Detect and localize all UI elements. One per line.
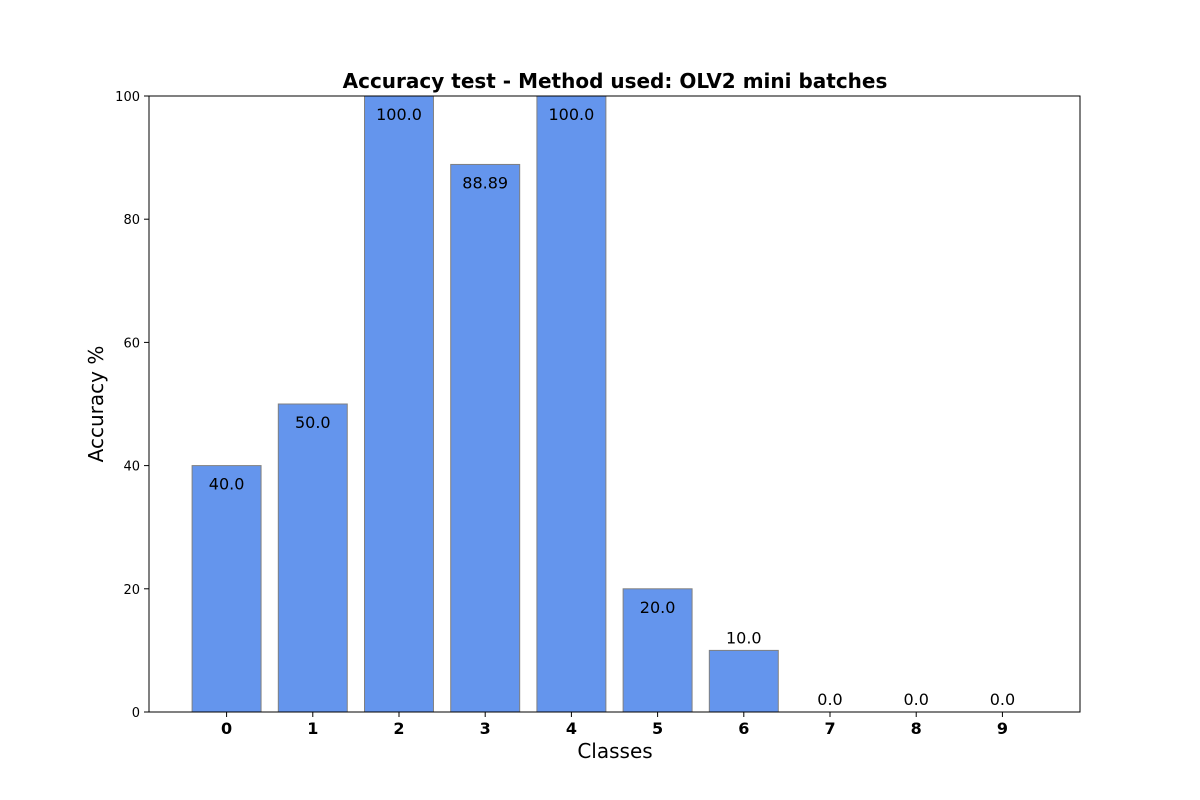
y-axis-label: Accuracy % xyxy=(84,346,108,463)
bar-value-label: 88.89 xyxy=(462,173,508,192)
plot-area-frame xyxy=(148,95,1081,713)
x-tick-label: 9 xyxy=(997,719,1008,738)
x-axis-label: Classes xyxy=(577,739,652,763)
x-tick-label: 0 xyxy=(221,719,232,738)
bar-class-6 xyxy=(708,649,779,713)
bar-class-4 xyxy=(536,95,607,713)
x-tick-label: 1 xyxy=(307,719,318,738)
x-tick-label: 4 xyxy=(566,719,577,738)
x-tick-label: 7 xyxy=(824,719,835,738)
bar-class-0 xyxy=(191,465,262,713)
bar-class-3 xyxy=(450,163,521,713)
y-tick-label: 100 xyxy=(115,90,140,105)
bar-labels-layer: 40.0 50.0 100.0 88.89 100.0 20.0 10.0 0.0 0.0 0.0 xyxy=(209,105,1015,709)
bar-class-2 xyxy=(364,95,434,713)
y-tick-label: 0 xyxy=(132,706,140,721)
bar-value-label: 40.0 xyxy=(209,475,245,494)
bar-class-5 xyxy=(622,588,693,713)
bar-value-label: 20.0 xyxy=(640,598,676,617)
bar-value-label: 100.0 xyxy=(548,105,594,124)
bar-value-label: 0.0 xyxy=(817,690,842,709)
x-tick-label: 2 xyxy=(393,719,404,738)
x-tick-label: 8 xyxy=(911,719,922,738)
bar-value-label: 50.0 xyxy=(295,413,331,432)
y-tick-label: 40 xyxy=(123,460,140,475)
bar-value-label: 10.0 xyxy=(726,628,762,647)
bar-class-1 xyxy=(277,403,348,713)
y-tick-label: 20 xyxy=(123,583,140,598)
chart-title: Accuracy test - Method used: OLV2 mini b… xyxy=(343,69,888,93)
bar-value-label: 100.0 xyxy=(376,105,422,124)
x-tick-label: 6 xyxy=(738,719,749,738)
y-tick-label: 80 xyxy=(123,213,140,228)
x-tick-label: 5 xyxy=(652,719,663,738)
y-axis-ticks: 0 20 40 60 80 100 xyxy=(115,90,149,721)
y-tick-label: 60 xyxy=(123,336,140,351)
bar-value-label: 0.0 xyxy=(990,690,1015,709)
x-axis-ticks: 0 1 2 3 4 5 6 7 8 9 xyxy=(221,712,1008,738)
bar-value-label: 0.0 xyxy=(903,690,928,709)
x-tick-label: 3 xyxy=(480,719,491,738)
